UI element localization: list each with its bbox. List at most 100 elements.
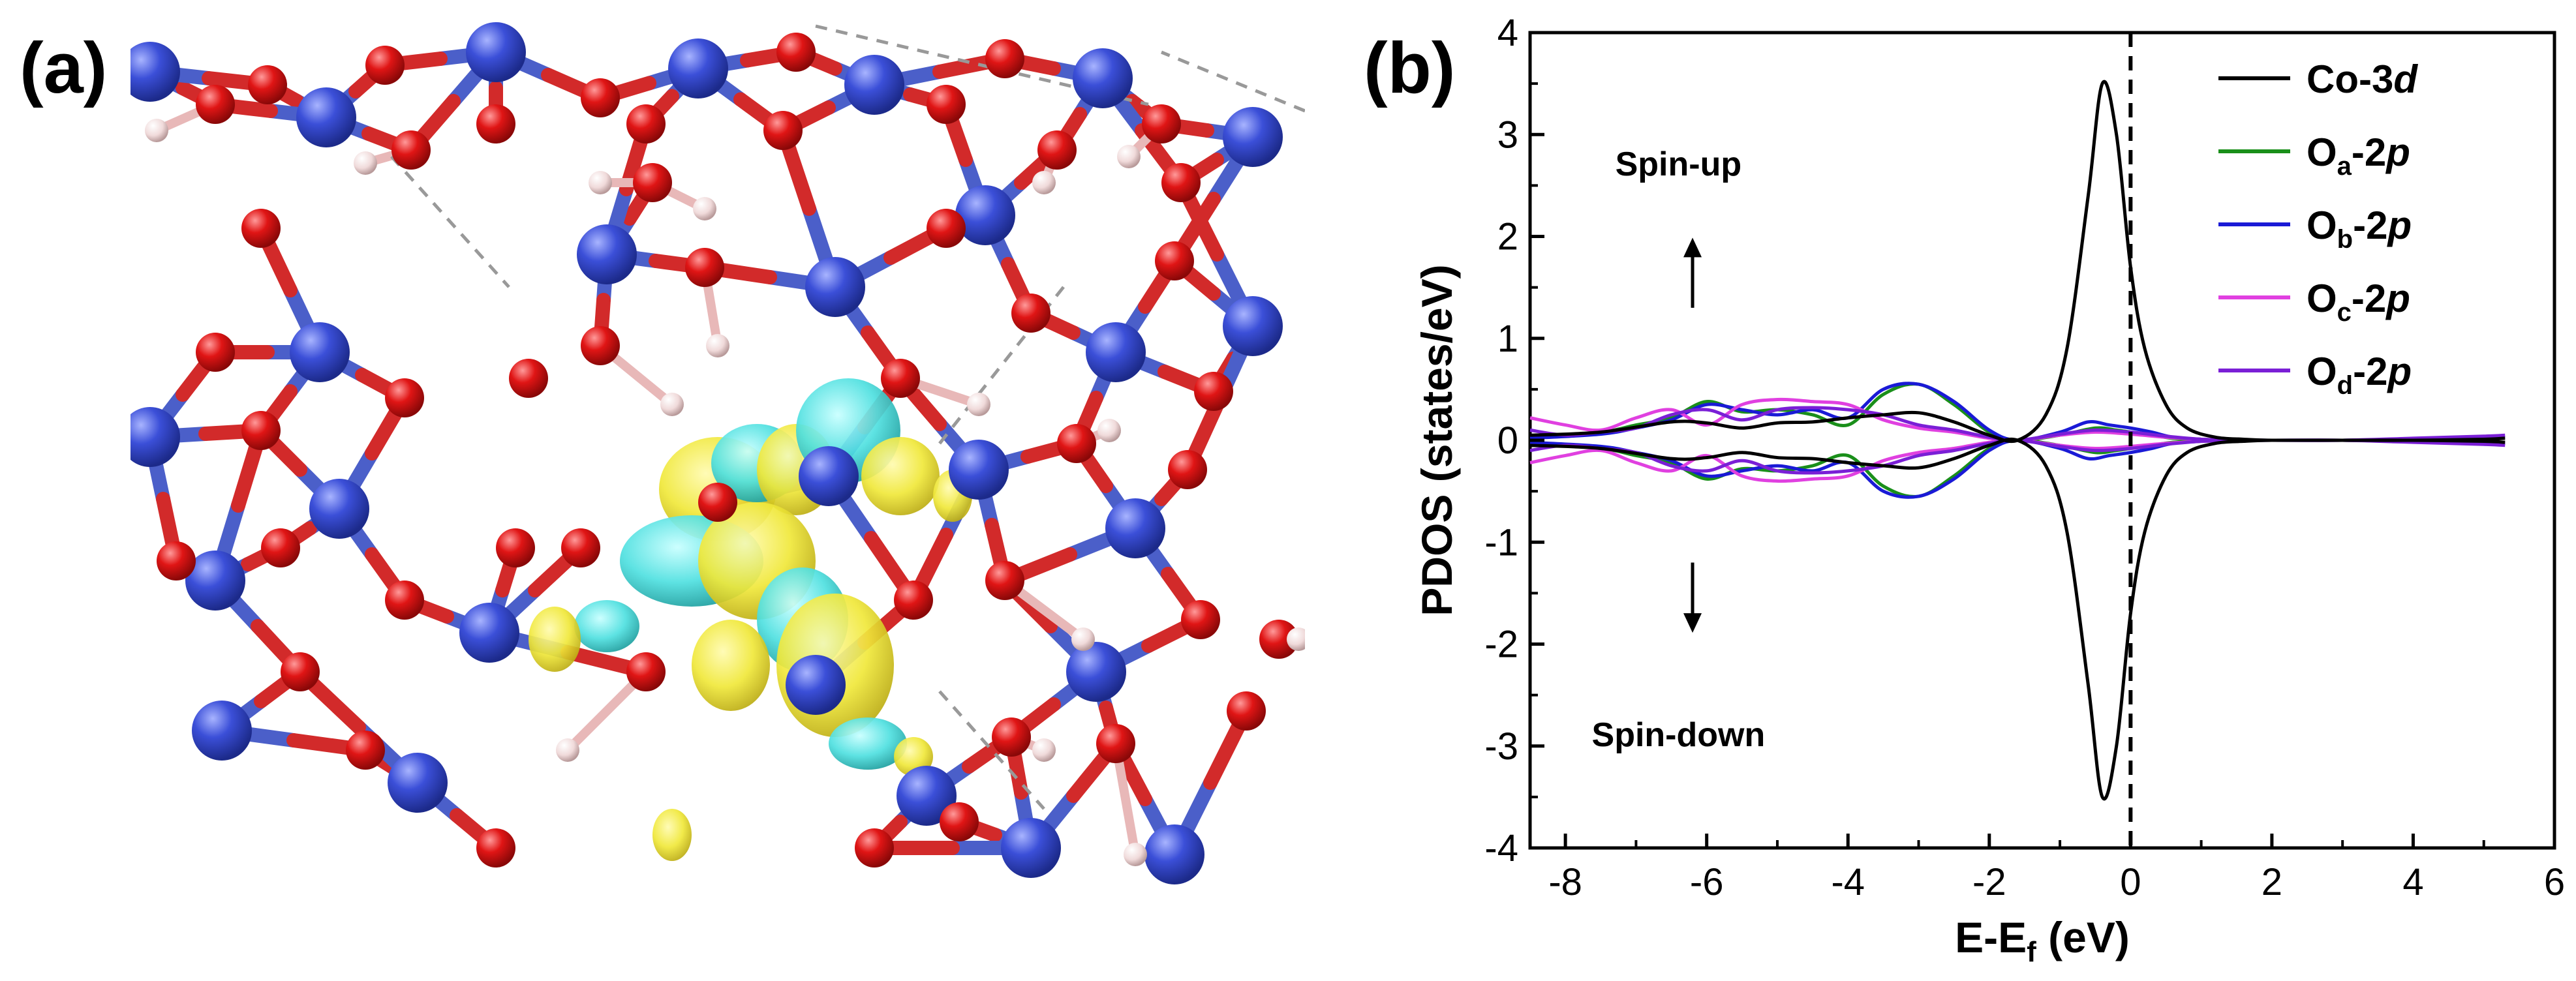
h-atom (1287, 627, 1305, 651)
o-atom (776, 33, 816, 72)
axis-ticks (1530, 31, 2556, 850)
co-atom (388, 753, 448, 813)
co-atom (1223, 107, 1283, 167)
o-atom (626, 652, 666, 691)
h-atom (660, 393, 684, 416)
o-atom (763, 111, 803, 150)
o-atom (1168, 450, 1207, 489)
co-atom (130, 407, 180, 467)
x-tick-label: 0 (2120, 861, 2141, 903)
o-atom (1161, 163, 1201, 202)
co-atom (185, 551, 245, 611)
co-atom (1144, 824, 1204, 884)
h-atom (1117, 145, 1141, 168)
o-atom (1096, 724, 1135, 763)
isosurface-positive (692, 620, 770, 711)
o-atom (391, 130, 431, 170)
isosurface-negative (574, 600, 639, 652)
o-atom (509, 359, 548, 398)
h-atom (1032, 738, 1056, 762)
h-atom (354, 151, 377, 175)
o-atom (685, 248, 724, 287)
y-tick-label: 0 (1497, 419, 1518, 462)
co-atom (955, 185, 1015, 245)
x-axis-title: E-Ef (eV) (1955, 913, 2130, 968)
series-lines (1529, 80, 2506, 801)
co-atom (805, 257, 865, 317)
o-atom (248, 65, 287, 104)
spin-down-label: Spin-down (1592, 716, 1766, 754)
o-atom (581, 326, 620, 365)
h-atom (1032, 171, 1056, 194)
h-atom (706, 334, 729, 357)
co-atom (786, 655, 846, 715)
y-tick-label: -3 (1484, 725, 1518, 768)
o-atom (927, 85, 966, 124)
o-atom (1037, 130, 1077, 170)
o-atom (1181, 600, 1220, 639)
o-atom (365, 46, 405, 85)
hydrogen-bond (815, 24, 1149, 106)
panel-b-label: (b) (1364, 28, 1456, 108)
o-atom (881, 359, 920, 398)
y-tick-label: -4 (1484, 827, 1518, 869)
co-atom (844, 55, 904, 115)
co-atom (1073, 48, 1133, 108)
x-tick-label: -4 (1831, 861, 1865, 903)
legend: Co-3d Oa-2p Ob-2p Oc-2p Od-2p (2218, 57, 2418, 400)
o-atom (1142, 104, 1181, 143)
co-atom (290, 322, 350, 382)
o-atom (855, 828, 894, 868)
panel-a-label: (a) (20, 28, 108, 108)
o-atom (281, 652, 320, 691)
co-atom (192, 701, 252, 761)
co-atom (466, 22, 526, 82)
o-atom (561, 528, 600, 567)
o-atom (1057, 424, 1096, 463)
o-atom (496, 528, 535, 567)
o-atom (385, 378, 424, 417)
o-atom (940, 802, 979, 841)
o-atom (1194, 372, 1233, 411)
series-line-Oc-2p-spin-up (1529, 397, 2506, 442)
y-axis-title: PDOS (states/eV) (1413, 264, 1461, 616)
co-atom (130, 42, 180, 102)
o-atom (1011, 294, 1050, 333)
o-atom (985, 39, 1024, 78)
o-atom (476, 104, 515, 143)
o-atom (985, 561, 1024, 600)
o-atom (894, 581, 933, 620)
y-tick-label: 1 (1497, 318, 1518, 360)
o-atom (633, 163, 672, 202)
hydrogen-bond (938, 690, 1045, 810)
o-atom (241, 209, 281, 248)
co-atom (668, 38, 728, 98)
atoms (130, 22, 1305, 884)
h-atom (1071, 627, 1095, 651)
y-tick-label: -2 (1484, 624, 1518, 666)
co-atom (459, 603, 519, 663)
o-atom (698, 483, 737, 522)
o-atom (196, 85, 235, 124)
o-atom (992, 717, 1031, 757)
o-atom (1259, 620, 1298, 659)
o-atom (261, 528, 300, 567)
x-tick-label: -8 (1548, 861, 1582, 903)
co-atom (1105, 498, 1165, 558)
series-line-Co-3d-spin-down (1529, 437, 2506, 801)
series-line-Od-2p-spin-up (1529, 406, 2506, 442)
legend-label-Ob-2p: Ob-2p (2307, 204, 2412, 254)
co-atom (949, 440, 1009, 500)
co-atom (1001, 818, 1061, 878)
h-atom (145, 119, 168, 142)
o-atom (927, 209, 966, 248)
y-tick-label: 4 (1497, 12, 1518, 54)
x-tick-label: -2 (1972, 861, 2006, 903)
pdos-chart: -8 -6 -4 -2 0 2 4 6 -4 -3 -2 -1 0 1 2 3 4 Spin-up Spin-do… (1413, 12, 2565, 968)
co-atom (1086, 322, 1146, 382)
spin-down-arrowhead (1683, 613, 1702, 633)
x-tick-label: 6 (2544, 861, 2565, 903)
o-atom (241, 411, 281, 450)
legend-label-Oc-2p: Oc-2p (2307, 277, 2410, 327)
